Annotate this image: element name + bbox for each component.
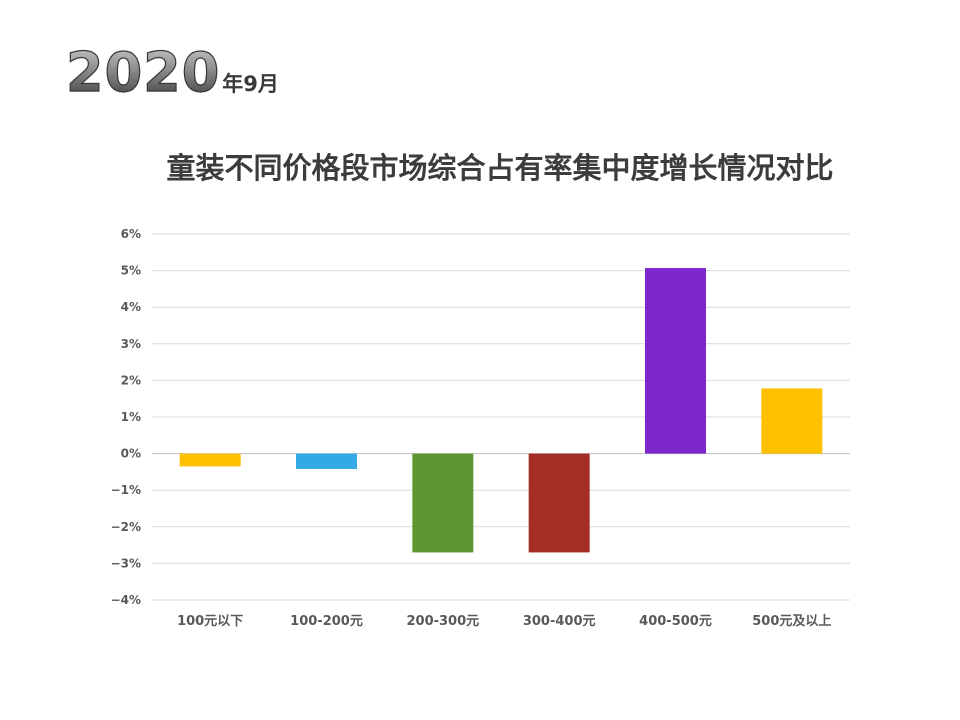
bar (179, 453, 241, 467)
date-month: 年9月 (222, 72, 279, 96)
y-tick-label: 4% (121, 300, 141, 314)
y-tick-label: 1% (121, 410, 141, 424)
y-tick-label: −1% (111, 483, 141, 497)
bar (296, 453, 357, 469)
chart-title: 童装不同价格段市场综合占有率集中度增长情况对比 (166, 151, 834, 185)
y-tick-label: −3% (111, 556, 141, 570)
bars (179, 268, 823, 553)
y-tick-label: 0% (121, 447, 141, 461)
x-category-label: 400-500元 (639, 614, 712, 629)
bar (645, 268, 706, 454)
y-tick-label: 3% (121, 337, 141, 351)
bar (528, 453, 590, 553)
x-axis-category-labels: 100元以下 100-200元 200-300元 300-400元 400-500元 50… (177, 614, 831, 629)
bar (412, 453, 474, 553)
y-tick-label: 2% (121, 373, 141, 387)
y-tick-label: 6% (121, 227, 141, 241)
x-category-label: 100-200元 (290, 614, 363, 629)
x-category-label: 100元以下 (177, 614, 243, 629)
bar (761, 388, 823, 454)
x-category-label: 300-400元 (523, 614, 596, 629)
y-tick-label: 5% (121, 264, 141, 278)
y-tick-label: −2% (111, 520, 141, 534)
x-category-label: 200-300元 (406, 614, 479, 629)
y-axis-tick-labels: 6% 5% 4% 3% 2% 1% 0% −1% −2% −3% −4% (111, 227, 141, 607)
date-year: 2020 (65, 41, 221, 104)
y-tick-label: −4% (111, 593, 141, 607)
x-category-label: 500元及以上 (752, 614, 831, 629)
gridlines (152, 233, 850, 601)
date-heading: 2020 年9月 (65, 41, 279, 104)
